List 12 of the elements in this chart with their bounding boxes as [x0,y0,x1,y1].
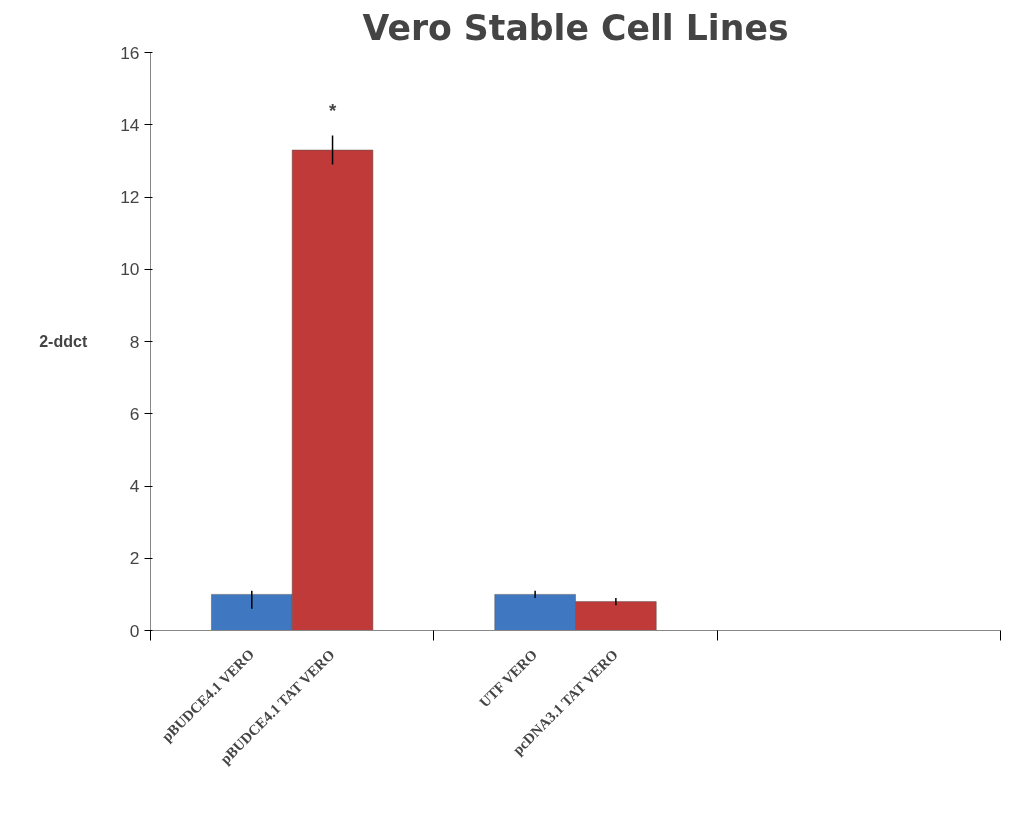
y-tick-label: 4 [129,476,140,496]
y-tick-label: 8 [129,331,140,352]
y-tick-label: 16 [120,42,140,63]
y-tick-label: 10 [120,259,140,280]
y-tick-label: 6 [129,403,140,424]
y-tick-label: 0 [129,620,140,641]
y-tick-label: 12 [120,187,140,207]
annotation: * [328,100,337,122]
y-tick-label: 14 [120,114,140,135]
chart-title: Vero Stable Cell Lines [362,7,789,48]
y-axis-title: 2-ddct [39,333,88,350]
y-tick-label: 2 [129,548,140,569]
